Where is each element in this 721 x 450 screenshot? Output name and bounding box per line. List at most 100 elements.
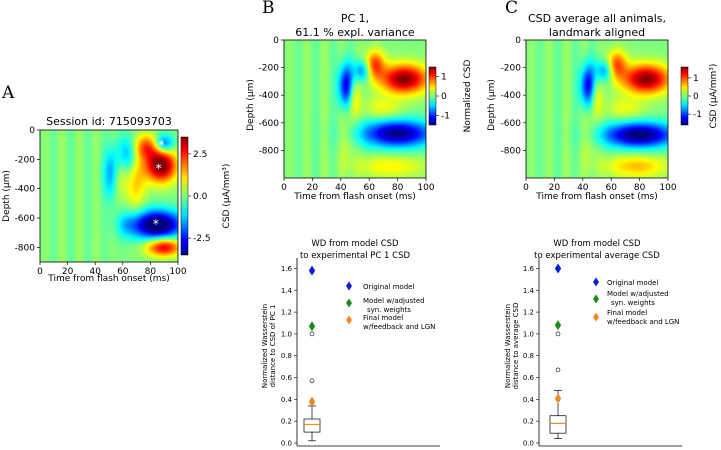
panel-c-csd-image [526, 40, 668, 178]
box-body [303, 418, 321, 433]
panel-a-csd-image [40, 130, 178, 262]
panel-c-legend-final-line2: w/feedback and LGN [607, 318, 679, 326]
xtick-label: 20 [307, 183, 319, 193]
colorbar-tick-label: 2.5 [193, 150, 207, 160]
panel-b-heatmap: PC 1, 61.1 % expl. variance 0 20 40 60 80 100… [246, 12, 473, 202]
xtick-label: 0 [281, 183, 287, 193]
wd-ytick-label: 1.4 [281, 287, 293, 295]
panel-b-legend-adjusted-line2: syn. weights [367, 306, 411, 314]
wd-point-1 [554, 320, 562, 331]
xtick-label: 80 [145, 267, 157, 277]
box-outlier [555, 367, 561, 373]
ytick-label: -800 [501, 146, 522, 156]
legend-marker-0 [346, 281, 352, 291]
panel-b-title-line1: PC 1, [341, 12, 369, 25]
panel-a-colorbar-ticks: 2.5 0.0 -2.5 [188, 150, 211, 244]
panel-c-wd-marks: 0.0 0.2 0.4 0.6 0.8 1.0 1.2 1.4 1.6 [523, 263, 599, 448]
panel-b-title-line2: 61.1 % expl. variance [295, 26, 415, 39]
wd-ytick-label: 0.6 [523, 374, 535, 382]
star-marker: * [158, 138, 164, 152]
panel-c-frame [525, 39, 669, 179]
panel-c-legend-adjusted-line1: Model w/adjusted [607, 290, 669, 298]
box-outlier [555, 331, 561, 337]
panel-c-wd-ylabel-line2: distance to average CSD [512, 303, 520, 390]
star-marker: * [153, 217, 159, 231]
xtick-label: 60 [363, 183, 375, 193]
ytick-label: -200 [15, 155, 36, 165]
panel-c-axes: 0 20 40 60 80 100 0 -200 -400 -600 -800 [501, 36, 677, 193]
wd-ytick-label: 1.6 [281, 265, 293, 273]
panel-b-frame [283, 39, 427, 179]
wd-point-2 [554, 393, 562, 404]
wd-ytick-label: 1.6 [523, 265, 535, 273]
ytick-label: -200 [259, 64, 280, 74]
wd-point-0 [308, 265, 316, 276]
panel-a-title: Session id: 715093703 [46, 115, 172, 128]
panel-c-legend-original: Original model [607, 279, 658, 287]
panel-b-axes: 0 20 40 60 80 100 0 -200 -400 -600 -800 [259, 36, 435, 193]
ytick-label: 0 [29, 126, 35, 136]
legend-marker-2 [593, 312, 599, 322]
wd-ytick-label: 0.4 [523, 396, 535, 404]
panel-b-legend-final-line2: w/feedback and LGN [363, 323, 435, 331]
panel-a-ylabel: Depth (μm) [2, 170, 12, 222]
panel-letter-b: B [262, 0, 275, 18]
xtick-label: 0 [523, 183, 529, 193]
colorbar-tick-label: -1 [441, 111, 450, 121]
panel-c-colorbar [680, 66, 689, 126]
panel-a-heatmap: Session id: 715093703 0 20 40 60 80 100 0 -200 -… [2, 115, 232, 284]
panel-a-axes: 0 20 40 60 80 100 0 -200 -400 -600 -800 [15, 126, 187, 277]
wd-ytick-label: 0.2 [523, 418, 534, 426]
wd-ytick-label: 1.2 [523, 309, 534, 317]
panel-b-legend-adjusted-line1: Model w/adjusted [363, 297, 425, 305]
legend-marker-1 [346, 298, 352, 308]
colorbar-tick-label: -2.5 [193, 234, 211, 244]
wd-ytick-label: 0.2 [281, 418, 292, 426]
xtick-label: 20 [549, 183, 561, 193]
xtick-label: 80 [392, 183, 404, 193]
box-body [549, 415, 567, 434]
panel-b-legend-original: Original model [363, 283, 414, 291]
panel-c-legend-final-line1: Final model [607, 309, 647, 317]
ytick-label: -600 [501, 119, 522, 129]
panel-c-heatmap: CSD average all animals, landmark aligne… [487, 12, 719, 202]
panel-b-wd-plot: WD from model CSD to experimental PC 1 C… [261, 239, 440, 448]
colorbar-tick-label: 0.0 [193, 192, 208, 202]
panel-b-ylabel: Depth (μm) [246, 79, 256, 131]
wd-point-2 [308, 396, 316, 407]
wd-ytick-label: 0.0 [523, 440, 534, 448]
legend-marker-1 [593, 294, 599, 304]
panel-b-wd-title-line2: to experimental PC 1 CSD [300, 251, 411, 261]
xtick-label: 100 [417, 183, 434, 193]
panel-a-colorbar [180, 136, 189, 256]
wd-ytick-label: 1.0 [281, 330, 292, 338]
panel-b-wd-ylabel-line1: Normalized Wasserstein [261, 304, 269, 388]
ytick-label: 0 [273, 36, 279, 46]
colorbar-tick-label: 1 [441, 73, 447, 83]
xtick-label: 20 [62, 267, 74, 277]
xtick-label: 80 [634, 183, 646, 193]
xtick-label: 100 [169, 267, 186, 277]
panel-c-colorbar-label: CSD (μA/mm³) [709, 64, 719, 129]
panel-a-markers: * * * [153, 138, 165, 231]
colorbar-tick-label: 1 [693, 74, 699, 84]
xtick-label: 100 [659, 183, 676, 193]
panel-a-colorbar-label: CSD (μA/mm³) [222, 164, 232, 229]
panel-b-wd-marks: 0.0 0.2 0.4 0.6 0.8 1.0 1.2 1.4 1.6 [281, 265, 352, 448]
panel-letter-a: A [1, 83, 15, 103]
ytick-label: -200 [501, 64, 522, 74]
ytick-label: -600 [259, 119, 280, 129]
xtick-label: 40 [577, 183, 589, 193]
panel-b-csd-image [284, 40, 426, 178]
wd-ytick-label: 0.8 [523, 352, 534, 360]
wd-ytick-label: 0.6 [281, 374, 293, 382]
panel-c-title-line1: CSD average all animals, [528, 12, 666, 25]
panel-b-wd-legend: Original model Model w/adjusted syn. wei… [363, 283, 435, 331]
ytick-label: -400 [501, 91, 522, 101]
panel-c-wd-ylabel-line1: Normalized Wasserstein [504, 304, 512, 388]
panel-c-legend-adjusted-line2: syn. weights [611, 299, 655, 307]
xtick-label: 40 [335, 183, 347, 193]
wd-ytick-label: 1.4 [523, 287, 535, 295]
panel-c-ylabel: Depth (μm) [487, 79, 497, 131]
